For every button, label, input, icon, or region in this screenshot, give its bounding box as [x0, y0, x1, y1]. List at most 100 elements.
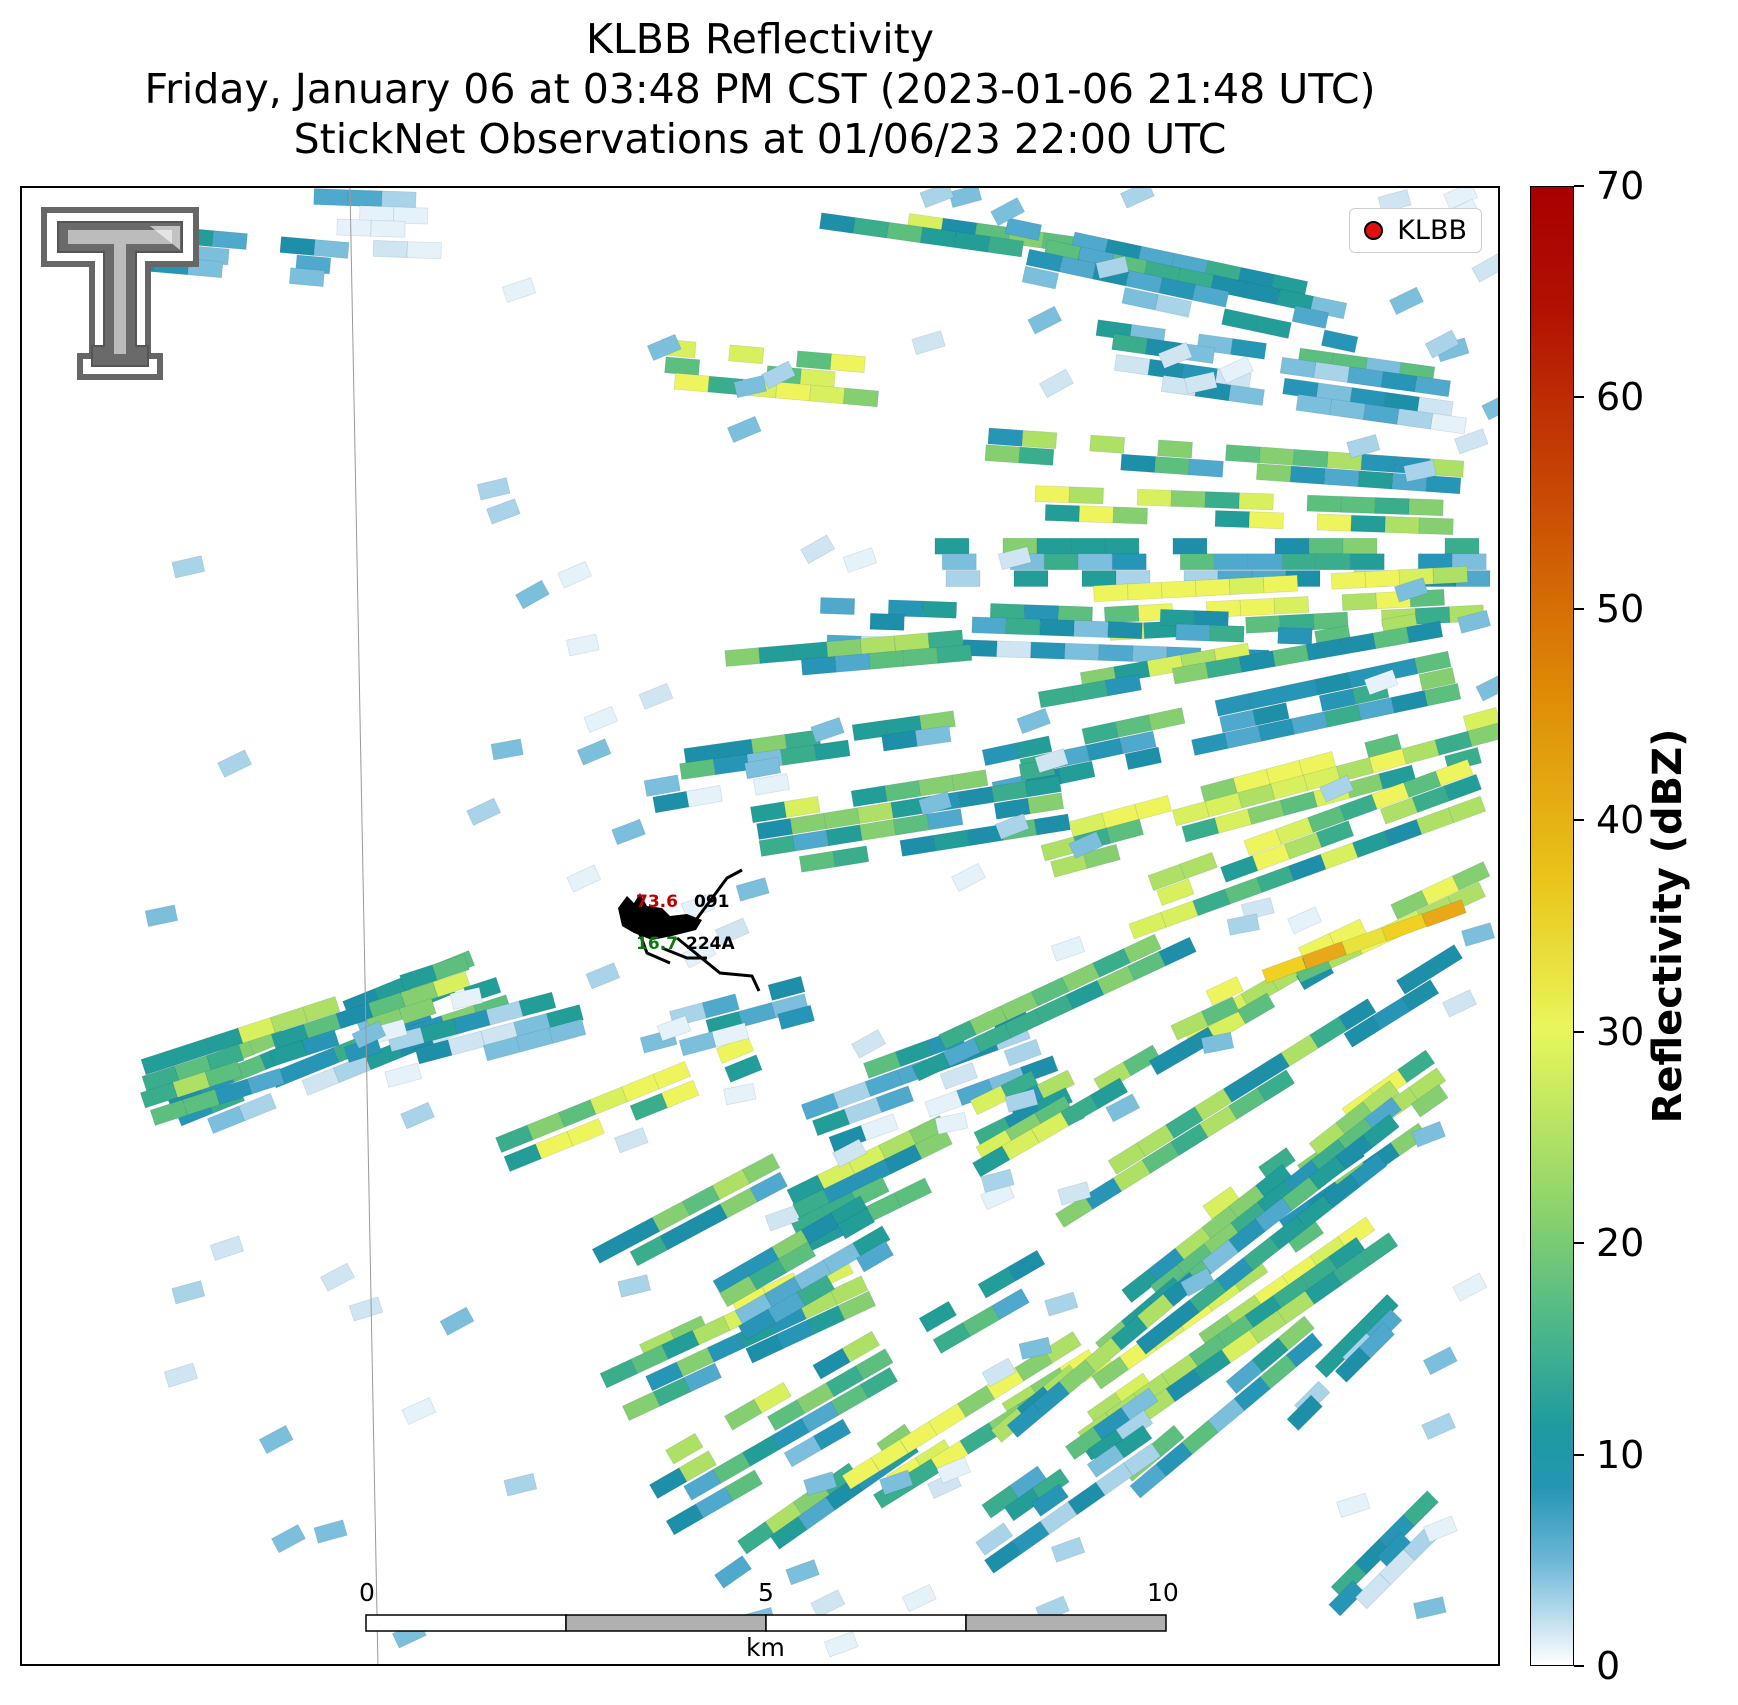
chart-subtitle-time: Friday, January 06 at 03:48 PM CST (2023… [144, 65, 1376, 113]
reflectivity-cell [370, 219, 406, 238]
station-temperature: 73.6 [636, 892, 678, 912]
reflectivity-cell [1287, 906, 1323, 935]
reflectivity-cell [1452, 1272, 1488, 1302]
reflectivity-cell [163, 1362, 199, 1388]
colorbar-tick-label: 40 [1596, 798, 1645, 843]
reflectivity-cell [1157, 341, 1193, 369]
reflectivity-cell [613, 1126, 649, 1154]
reflectivity-cell [566, 1117, 606, 1147]
reflectivity-cell [1285, 1332, 1324, 1368]
reflectivity-cell [711, 1022, 750, 1048]
reflectivity-cell [1064, 642, 1100, 661]
colorbar-tick-label: 70 [1596, 164, 1645, 208]
reflectivity-cell [701, 993, 740, 1019]
reflectivity-cell [1349, 1152, 1388, 1188]
reflectivity-cell [621, 1391, 661, 1422]
colorbar-tick [1574, 1453, 1584, 1456]
reflectivity-cell [855, 1348, 894, 1381]
reflectivity-cell [831, 1138, 867, 1168]
colorbar-tick [1574, 1242, 1584, 1245]
reflectivity-cell [1119, 730, 1157, 755]
reflectivity-cell [1256, 1069, 1296, 1102]
reflectivity-field [85, 188, 1498, 1664]
reflectivity-cell [1018, 1336, 1053, 1361]
reflectivity-cell [646, 333, 682, 362]
reflectivity-cell [348, 1296, 384, 1322]
reflectivity-cell [1183, 371, 1218, 395]
reflectivity-cell [813, 739, 851, 762]
reflectivity-cell [980, 1168, 1015, 1193]
reflectivity-cell [1016, 707, 1052, 735]
reflectivity-cell [439, 1306, 475, 1336]
colorbar-tick-label: 10 [1596, 1432, 1645, 1477]
reflectivity-cell [1457, 609, 1492, 634]
reflectivity-cell [406, 241, 442, 260]
colorbar-tick [1574, 185, 1584, 187]
reflectivity-cell [834, 652, 871, 673]
reflectivity-cell [760, 360, 796, 390]
reflectivity-cell [901, 1583, 937, 1613]
reflectivity-cell [812, 1418, 852, 1451]
reflectivity-cell [1418, 666, 1457, 691]
colorbar-tick-label: 30 [1596, 1009, 1645, 1054]
reflectivity-cell [1226, 913, 1261, 936]
reflectivity-cell [1030, 1483, 1070, 1517]
reflectivity-cell [803, 1471, 838, 1497]
reflectivity-cell [981, 1484, 1020, 1519]
reflectivity-cell [1471, 253, 1498, 283]
reflectivity-cell [548, 1018, 587, 1044]
reflectivity-cell [1349, 553, 1385, 571]
reflectivity-cell [1374, 497, 1410, 516]
colorbar-tick [1574, 607, 1584, 610]
reflectivity-cell [823, 1631, 859, 1658]
reflectivity-cell [1018, 446, 1055, 466]
reflectivity-cell [1481, 391, 1498, 421]
reflectivity-cell [875, 1085, 915, 1113]
reflectivity-cell [950, 862, 987, 892]
reflectivity-cell [258, 1424, 294, 1455]
reflectivity-cell [1218, 355, 1254, 385]
colorbar [1530, 186, 1574, 1666]
reflectivity-cell [144, 904, 179, 928]
reflectivity-cell [726, 415, 762, 444]
reflectivity-cell [476, 477, 511, 501]
radar-map[interactable]: KLBB 73.6 091 16.7 224A 0 5 10 km [20, 186, 1500, 1666]
reflectivity-cell [878, 1469, 914, 1496]
reflectivity-cell [621, 1073, 660, 1103]
reflectivity-cell [336, 218, 372, 237]
reflectivity-cell [566, 633, 600, 657]
reflectivity-cell [1280, 1034, 1319, 1067]
reflectivity-cell [1475, 672, 1498, 702]
reflectivity-cell [1233, 1376, 1272, 1412]
map-legend: KLBB [1349, 208, 1482, 253]
reflectivity-cell [1105, 1093, 1141, 1123]
reflectivity-cell [919, 188, 955, 209]
reflectivity-cell [1095, 255, 1130, 280]
reflectivity-cell [1363, 669, 1399, 696]
reflectivity-cell [288, 267, 325, 288]
reflectivity-cell [723, 1082, 757, 1106]
reflectivity-cell [1154, 294, 1193, 318]
colorbar-tick [1574, 1030, 1584, 1033]
reflectivity-cell [1328, 1580, 1365, 1617]
reflectivity-cell [785, 1559, 820, 1586]
reflectivity-cell [449, 986, 484, 1010]
reflectivity-cell [171, 1280, 206, 1305]
reflectivity-cell [392, 206, 429, 225]
reflectivity-cell [1200, 996, 1240, 1027]
colorbar-tick [1574, 819, 1584, 822]
reflectivity-cell [1432, 565, 1469, 585]
reflectivity-cell [829, 353, 866, 374]
colorbar-tick-label: 50 [1596, 586, 1645, 631]
reflectivity-cell [783, 795, 821, 818]
reflectivity-cell [819, 597, 856, 616]
reflectivity-cell [753, 1381, 792, 1414]
reflectivity-cell [490, 738, 524, 761]
reflectivity-cell [447, 1030, 486, 1056]
reflectivity-cell [217, 749, 253, 778]
reflectivity-cell [1147, 707, 1186, 731]
reflectivity-cell [1372, 997, 1411, 1030]
reflectivity-cell [1124, 746, 1163, 771]
reflectivity-cell [683, 1362, 723, 1393]
reflectivity-cell [1006, 1249, 1046, 1282]
